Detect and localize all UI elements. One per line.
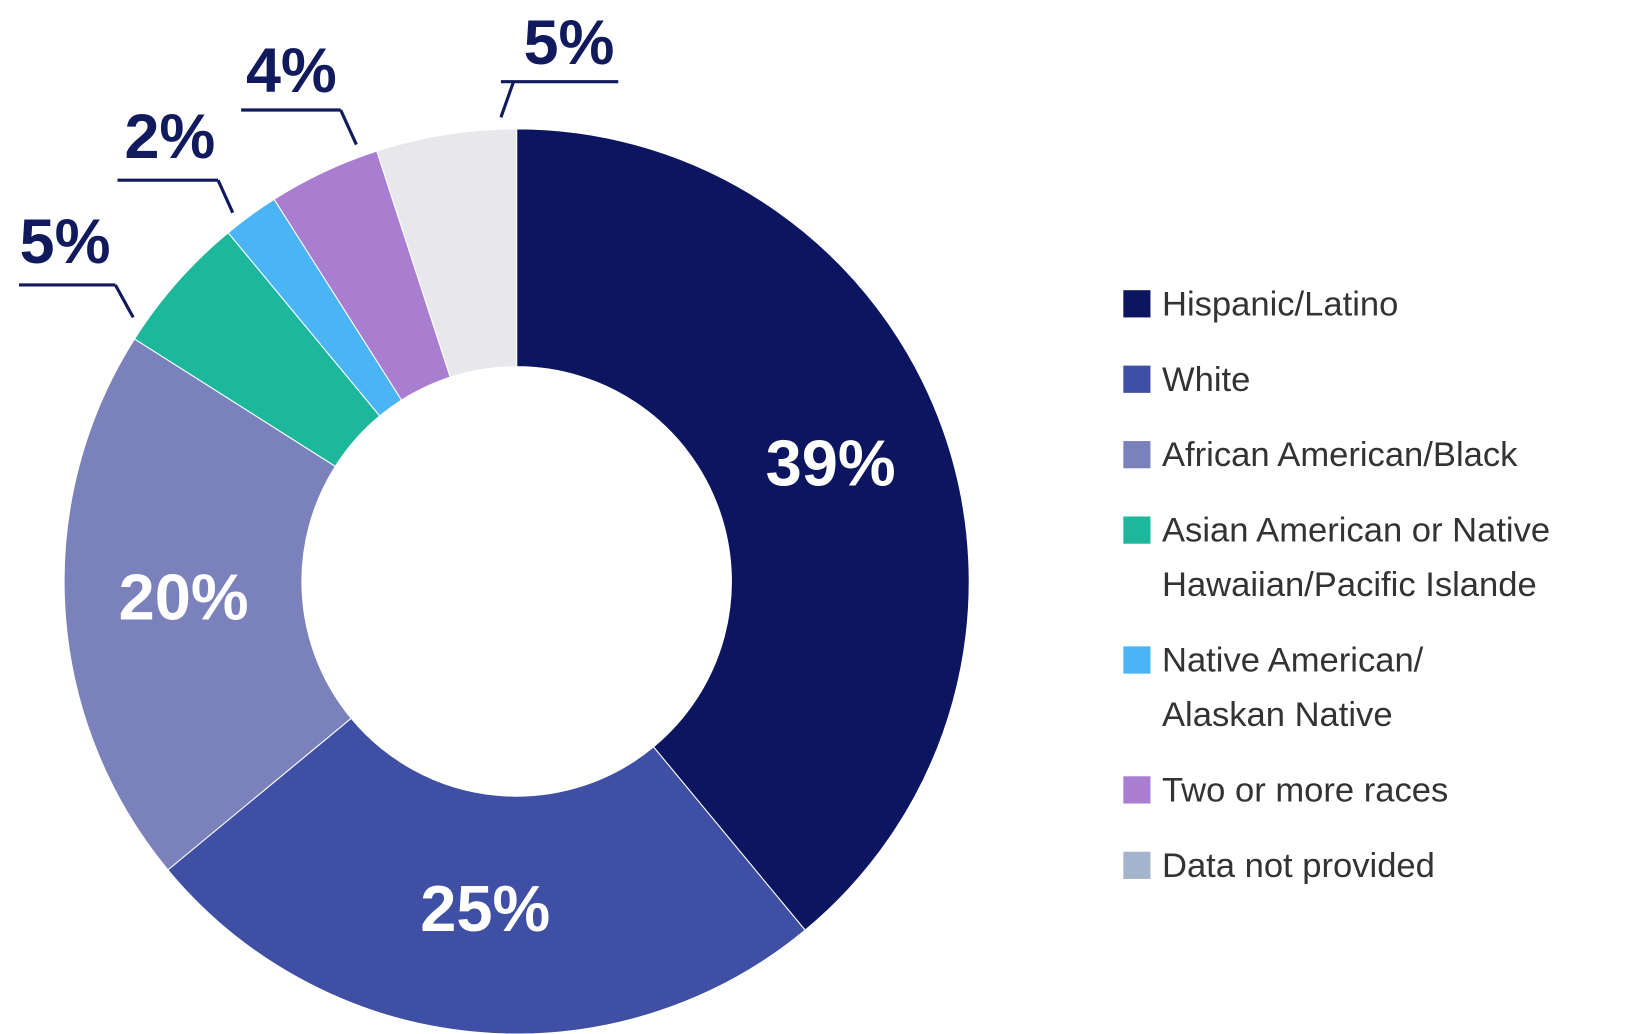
legend-label: Asian American or Native Hawaiian/Pacifi… <box>1161 510 1551 604</box>
legend-item: Asian American or Native Hawaiian/Pacifi… <box>1123 503 1643 612</box>
legend-box: Hispanic/Latino White African American/Bla… <box>1123 277 1643 893</box>
legend-item: African American/Black <box>1123 427 1643 481</box>
legend-item: Native American/ Alaskan Native <box>1123 633 1643 742</box>
legend-swatch <box>1123 290 1151 318</box>
legend: Hispanic/Latino White African American/Bla… <box>1123 277 1643 893</box>
data-label: 25% <box>420 872 550 945</box>
data-label: 4% <box>246 36 337 106</box>
legend-label: Hispanic/Latino <box>1161 283 1399 323</box>
data-label: 39% <box>766 427 896 500</box>
legend-label: Data not provided <box>1161 845 1435 885</box>
data-label: 20% <box>119 561 249 634</box>
data-label: 5% <box>20 207 111 277</box>
donut-slice <box>167 717 806 1034</box>
data-label: 2% <box>124 102 215 172</box>
leader-line <box>216 179 235 214</box>
data-label: 5% <box>524 8 615 78</box>
legend-item: Two or more races <box>1123 763 1643 817</box>
legend-swatch <box>1123 516 1151 544</box>
leader-line <box>499 81 515 118</box>
legend-swatch <box>1123 776 1151 804</box>
donut-slice <box>63 338 352 871</box>
donut-slice <box>376 128 518 378</box>
legend-swatch <box>1123 851 1151 879</box>
legend-label: White <box>1161 359 1251 399</box>
legend-label: African American/Black <box>1161 434 1518 474</box>
legend-item: Hispanic/Latino <box>1123 277 1643 331</box>
legend-swatch <box>1123 646 1151 674</box>
legend-label: Native American/ Alaskan Native <box>1161 640 1424 734</box>
leader-line <box>339 109 358 146</box>
legend-item: White <box>1123 352 1643 406</box>
legend-item: Data not provided <box>1123 838 1643 892</box>
legend-swatch <box>1123 365 1151 393</box>
donut-slice <box>516 128 970 931</box>
legend-label: Two or more races <box>1161 770 1449 809</box>
legend-swatch <box>1123 441 1151 469</box>
leader-line <box>114 284 135 319</box>
